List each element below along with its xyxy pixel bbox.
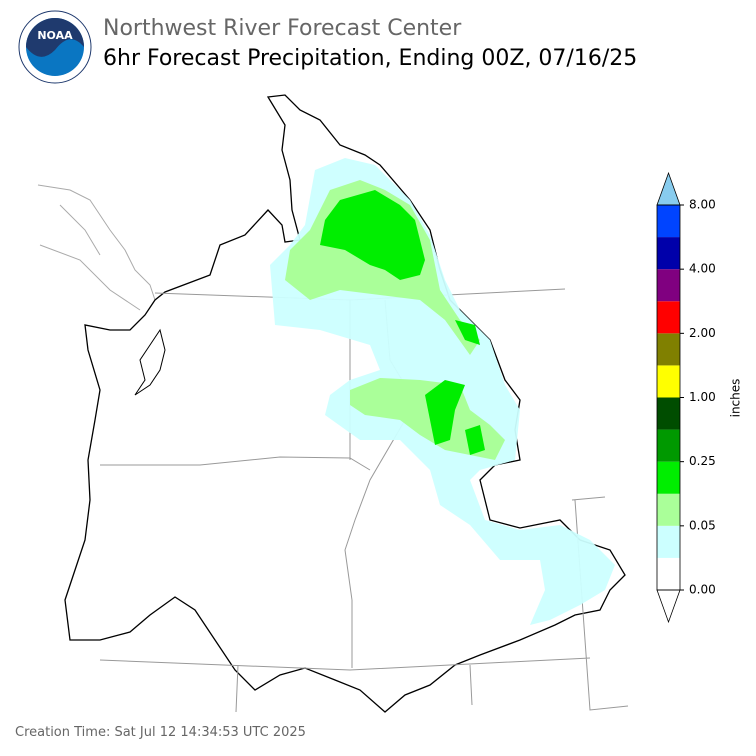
colorbar-tick-label: 8.00	[689, 198, 716, 212]
svg-text:NOAA: NOAA	[37, 29, 73, 42]
colorbar: 0.00 0.05 0.25 1.00 2.00 4.00 8.00 inches	[656, 171, 743, 624]
colorbar-bin	[657, 205, 680, 238]
colorbar-tick-label: 0.05	[689, 518, 716, 532]
colorbar-bin	[657, 557, 680, 590]
colorbar-bin	[657, 365, 680, 398]
colorbar-bin	[657, 301, 680, 334]
colorbar-under	[656, 589, 681, 624]
puget-sound	[134, 328, 166, 396]
colorbar-tick-label: 4.00	[689, 262, 716, 276]
colorbar-bin	[657, 429, 680, 462]
map: Creation Time: Sat Jul 12 14:34:53 UTC 2…	[15, 94, 629, 740]
state-borders	[99, 288, 629, 713]
title: Northwest River Forecast Center	[103, 16, 462, 41]
coastline-canada	[37, 184, 156, 311]
creation-time: Creation Time: Sat Jul 12 14:34:53 UTC 2…	[15, 725, 306, 740]
colorbar-over	[656, 171, 681, 206]
colorbar-label: inches	[729, 379, 743, 418]
precip-green	[320, 190, 485, 455]
colorbar-bin	[657, 237, 680, 270]
colorbar-bin	[657, 461, 680, 494]
colorbar-bin	[657, 493, 680, 526]
noaa-logo: NOAA	[18, 10, 92, 84]
colorbar-bin	[657, 397, 680, 430]
colorbar-bin	[657, 525, 680, 558]
colorbar-bin	[657, 269, 680, 302]
colorbar-tick-label: 0.25	[689, 454, 716, 468]
colorbar-tick-label: 2.00	[689, 326, 716, 340]
subtitle: 6hr Forecast Precipitation, Ending 00Z, …	[103, 46, 637, 71]
colorbar-tick-label: 0.00	[689, 583, 716, 597]
colorbar-bin	[657, 333, 680, 366]
colorbar-tick-label: 1.00	[689, 390, 716, 404]
